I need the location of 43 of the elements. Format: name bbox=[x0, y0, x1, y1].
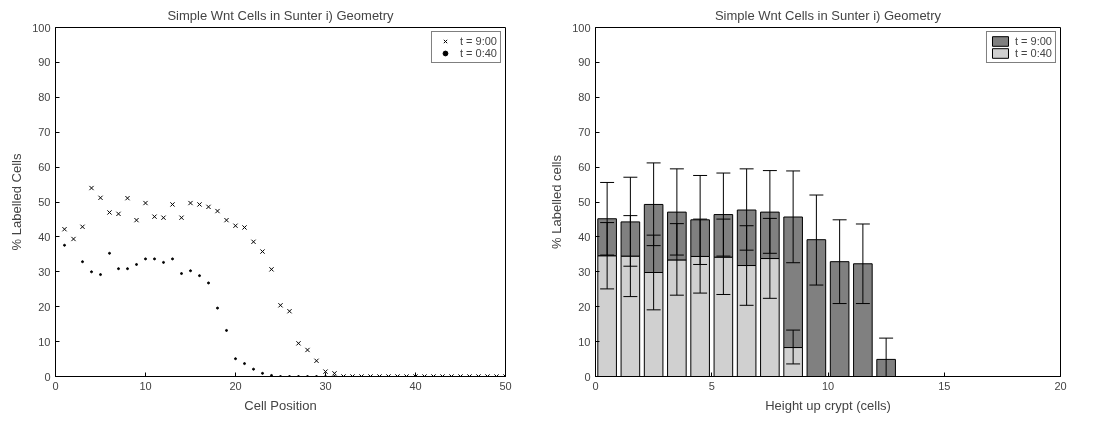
x-tick-label: 0 bbox=[52, 379, 59, 392]
y-tick-label: 70 bbox=[38, 126, 51, 139]
y-tick-label: 20 bbox=[38, 300, 51, 313]
y-tick-label: 80 bbox=[38, 91, 51, 104]
x-axis-title: Height up crypt (cells) bbox=[765, 397, 891, 413]
x-axis-title: Cell Position bbox=[244, 397, 317, 413]
legend-label: t = 0:40 bbox=[459, 47, 497, 59]
y-tick-label: 0 bbox=[584, 370, 591, 383]
x-tick-label: 10 bbox=[821, 379, 835, 392]
y-tick-label: 90 bbox=[38, 56, 51, 69]
y-tick-label: 30 bbox=[38, 265, 51, 278]
y-tick-label: 100 bbox=[32, 21, 51, 34]
chart-title: Simple Wnt Cells in Sunter i) Geometry bbox=[714, 7, 942, 23]
y-axis-title: % Labelled Cells bbox=[9, 153, 25, 251]
x-tick-label: 30 bbox=[319, 379, 332, 392]
legend-label: t = 9:00 bbox=[1014, 35, 1052, 47]
y-tick-label: 100 bbox=[572, 21, 591, 34]
x-tick-label: 40 bbox=[409, 379, 422, 392]
y-tick-label: 20 bbox=[578, 300, 591, 313]
y-tick-label: 0 bbox=[44, 370, 51, 383]
x-tick-label: 15 bbox=[938, 379, 951, 392]
y-axis-title: % Labelled cells bbox=[549, 154, 565, 249]
y-tick-label: 50 bbox=[38, 196, 51, 208]
x-tick-label: 10 bbox=[139, 379, 152, 392]
chart-title: Simple Wnt Cells in Sunter i) Geometry bbox=[167, 7, 395, 23]
y-tick-label: 30 bbox=[578, 265, 591, 278]
y-tick-label: 10 bbox=[578, 335, 591, 348]
y-tick-label: 70 bbox=[578, 126, 591, 139]
legend-label: t = 0:40 bbox=[1014, 47, 1052, 59]
y-tick-label: 50 bbox=[578, 196, 591, 208]
y-tick-label: 60 bbox=[578, 161, 591, 174]
y-tick-label: 40 bbox=[38, 230, 51, 243]
x-tick-label: 5 bbox=[708, 379, 715, 392]
y-tick-label: 80 bbox=[578, 91, 591, 104]
legend-label: t = 9:00 bbox=[459, 35, 497, 47]
y-tick-label: 90 bbox=[578, 56, 591, 69]
y-tick-label: 60 bbox=[38, 161, 51, 174]
x-tick-label: 0 bbox=[592, 379, 599, 392]
y-tick-label: 40 bbox=[578, 230, 591, 243]
x-tick-label: 20 bbox=[1054, 379, 1067, 392]
y-tick-label: 10 bbox=[38, 335, 51, 348]
x-tick-label: 50 bbox=[499, 379, 512, 392]
x-tick-label: 20 bbox=[229, 379, 242, 392]
